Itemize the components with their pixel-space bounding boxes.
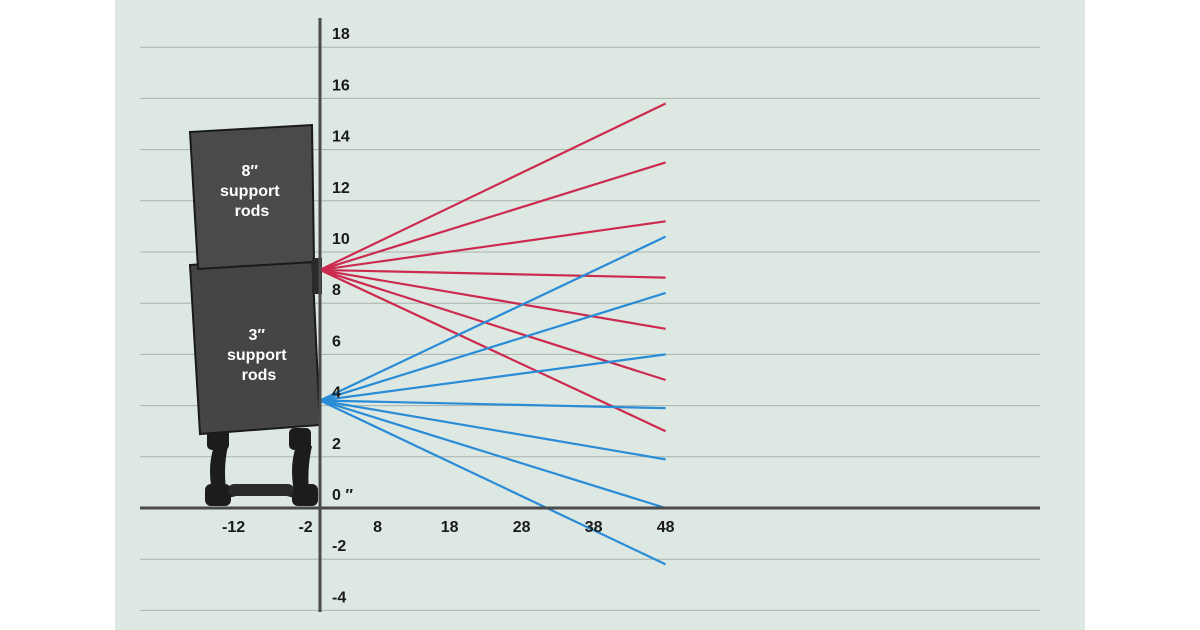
x-tick-label: -12 [222,519,245,536]
upper-speaker-label: 8″ support rods [220,163,284,220]
speaker-stand [205,428,318,506]
y-tick-label: -4 [332,589,346,606]
series-line-4 [319,268,666,279]
x-tick-label: 18 [441,519,459,536]
y-tick-label: 12 [332,180,350,197]
y-tick-label: 0 ″ [332,487,353,504]
series-line-10 [319,353,666,402]
series-line-7 [319,268,667,433]
speaker-illustration: 8″ support rods 3″ support rods [188,123,322,506]
series-line-14 [319,399,667,566]
series-line-9 [319,291,666,402]
lower-speaker-label: 3″ support rods [227,327,291,384]
x-tick-label: 8 [373,519,382,536]
y-tick-label: -2 [332,538,346,555]
lower-speaker-cabinet [188,254,322,436]
series-line-1 [319,102,667,271]
speaker-connector [312,258,322,294]
series-line-6 [319,268,666,382]
x-tick-label: 28 [513,519,531,536]
y-tick-label: 14 [332,129,350,146]
series-line-12 [319,399,666,461]
x-tick-label: 48 [657,519,675,536]
series-line-3 [319,220,666,272]
y-tick-label: 10 [332,231,350,248]
series-line-11 [319,399,666,410]
series-line-2 [319,161,666,271]
y-tick-label: 6 [332,333,341,350]
tick-labels: -12 -2 8 18 28 38 48 18 16 14 12 10 8 6 4 2 0 ″ -2 -4 [222,26,675,606]
y-tick-label: 16 [332,77,350,94]
beam-lines [319,102,667,566]
y-tick-label: 2 [332,436,341,453]
x-tick-label: 38 [585,519,603,536]
axes [140,18,1040,612]
x-tick-label: -2 [298,519,312,536]
series-line-5 [319,268,666,330]
series-line-8 [319,235,667,402]
y-tick-label: 18 [332,26,350,43]
y-tick-label: 8 [332,282,341,299]
y-tick-label: 4 [332,385,341,402]
series-line-13 [319,399,666,510]
